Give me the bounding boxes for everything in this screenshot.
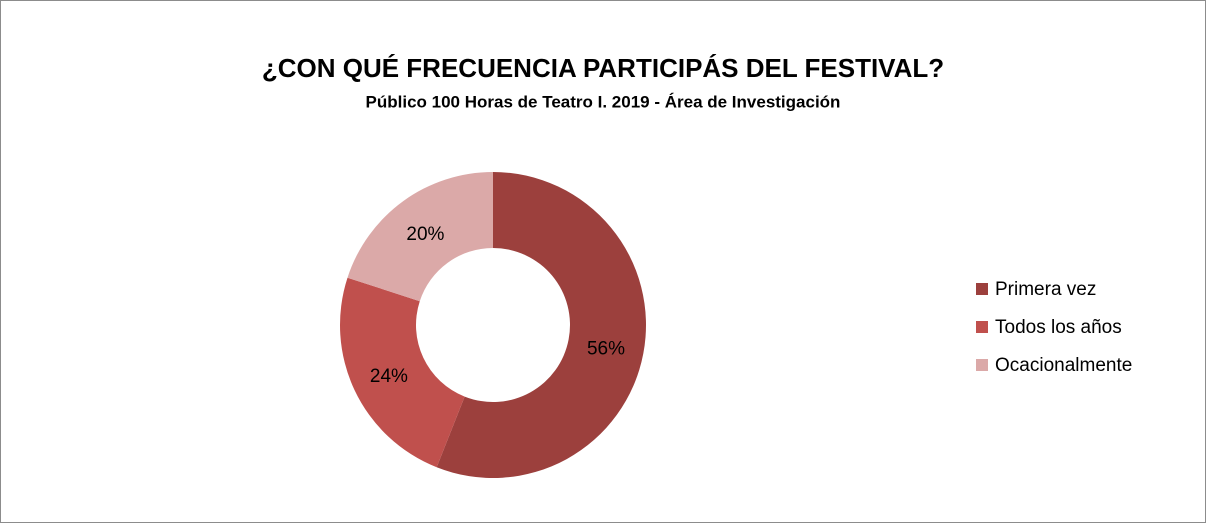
legend-label: Primera vez xyxy=(995,279,1096,300)
chart-subtitle: Público 100 Horas de Teatro I. 2019 - Ár… xyxy=(366,92,841,111)
chart-title: ¿CON QUÉ FRECUENCIA PARTICIPÁS DEL FESTI… xyxy=(262,53,944,83)
data-label: 24% xyxy=(370,366,408,387)
legend-swatch xyxy=(976,359,988,371)
data-label: 56% xyxy=(587,339,625,360)
legend-label: Ocacionalmente xyxy=(995,355,1132,376)
donut-slice xyxy=(340,277,465,468)
legend-swatch xyxy=(976,283,988,295)
donut-slice xyxy=(347,172,493,302)
legend-label: Todos los años xyxy=(995,317,1122,338)
data-label: 20% xyxy=(406,224,444,245)
donut-slice xyxy=(436,172,646,478)
legend-swatch xyxy=(976,321,988,333)
